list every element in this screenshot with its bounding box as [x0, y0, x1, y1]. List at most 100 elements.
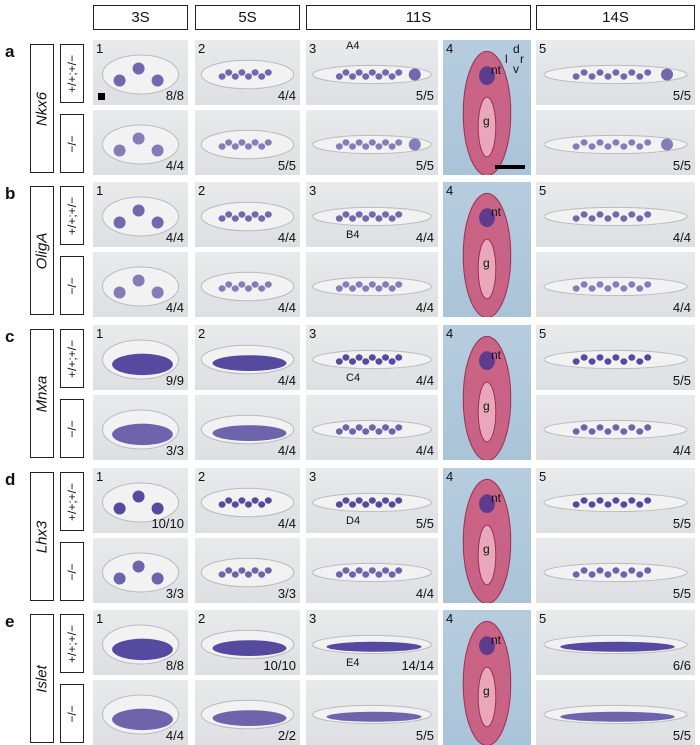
embryo-panel: 4/4 [195, 252, 300, 317]
embryo-panel: 2 4/4 [195, 40, 300, 105]
embryo-panel: 5 5/5 [536, 40, 695, 105]
stain-pattern [572, 424, 652, 435]
neural-tube-stain [479, 208, 495, 228]
panel-number: 1 [96, 183, 104, 198]
cross-section-panel: 4 nt g d l r v [443, 40, 531, 175]
genotype-label-box: −/− [60, 114, 84, 173]
embryo-count: 9/9 [165, 373, 184, 388]
section-callout: E4 [346, 657, 360, 669]
stain-pattern [218, 69, 272, 80]
genotype-label-box: +/+;+/− [60, 329, 84, 388]
stain-pattern [112, 423, 173, 446]
genotype-label-box: −/− [60, 256, 84, 315]
neural-tube-label: nt [491, 491, 502, 505]
stain-pattern [113, 132, 164, 157]
panel-number: 3 [309, 41, 317, 56]
stain-pattern [335, 354, 403, 365]
gut-label: g [483, 399, 490, 413]
stain-pattern [335, 211, 403, 222]
panel-number: 2 [198, 326, 206, 341]
embryo-panel: 1 8/8 [93, 610, 188, 675]
embryo-count: 5/5 [672, 516, 691, 531]
embryo-count: 5/5 [672, 373, 691, 388]
embryo-panel: 2 10/10 [195, 610, 300, 675]
embryo-panel: 5/5 [536, 110, 695, 175]
panel-number: 5 [539, 41, 547, 56]
embryo-panel: 1 4/4 [93, 182, 188, 247]
embryo-panel: 5/5 [195, 110, 300, 175]
gut-label: g [483, 256, 490, 270]
embryo-count: 4/4 [277, 443, 296, 458]
gut-outline [477, 381, 497, 443]
embryo-panel: 1 9/9 [93, 325, 188, 390]
stain-pattern [572, 354, 652, 365]
embryo-panel: 5 4/4 [536, 182, 695, 247]
embryo-count: 4/4 [165, 158, 184, 173]
embryo-count: 4/4 [277, 373, 296, 388]
stain-pattern [335, 424, 403, 435]
stage-header-3s: 3S [93, 5, 188, 30]
stage-header-14s: 14S [536, 5, 695, 30]
panel-number: 1 [96, 41, 104, 56]
embryo-count: 5/5 [672, 158, 691, 173]
stain-pattern [212, 640, 287, 656]
embryo-panel: 5/5 [306, 680, 438, 745]
section-callout: D4 [346, 515, 361, 527]
panel-number: 5 [539, 326, 547, 341]
embryo-panel: 5/5 [306, 110, 438, 175]
panel-number: 1 [96, 469, 104, 484]
embryo-count: 4/4 [415, 300, 434, 315]
embryo-panel: 2 4/4 [195, 468, 300, 533]
stain-pattern [218, 567, 272, 578]
embryo-panel: 3 5/5 D4 [306, 468, 438, 533]
cross-section-panel: 4 nt g [443, 182, 531, 317]
neural-tube-stain [479, 636, 495, 656]
section-callout: C4 [346, 372, 361, 384]
embryo-count: 3/3 [165, 443, 184, 458]
stain-pattern [218, 497, 272, 508]
embryo-count: 6/6 [672, 658, 691, 673]
embryo-count: 4/4 [415, 443, 434, 458]
embryo-count: 4/4 [165, 728, 184, 743]
panel-number: 3 [309, 611, 317, 626]
genotype-label-box: +/+;+/− [60, 472, 84, 531]
panel-number: 2 [198, 41, 206, 56]
stain-pattern [335, 138, 421, 151]
genotype-label: −/− [65, 276, 79, 295]
genotype-label: +/+;+/− [65, 482, 79, 521]
neural-tube-stain [479, 351, 495, 371]
embryo-panel: 2 4/4 [195, 325, 300, 390]
embryo-count: 2/2 [277, 728, 296, 743]
gene-name: OligA [33, 232, 51, 269]
embryo-panel: 2/2 [195, 680, 300, 745]
embryo-panel: 3 5/5 A4 [306, 40, 438, 105]
panel-number: 4 [446, 326, 454, 341]
embryo-count: 5/5 [672, 88, 691, 103]
panel-number: 3 [309, 469, 317, 484]
gut-label: g [483, 542, 490, 556]
panel-number: 2 [198, 611, 206, 626]
row-letter: b [5, 184, 16, 203]
stain-pattern [335, 68, 421, 81]
embryo-count: 4/4 [165, 230, 184, 245]
embryo-count: 10/10 [151, 516, 184, 531]
embryo-count: 5/5 [415, 158, 434, 173]
embryo-count: 4/4 [277, 230, 296, 245]
stain-pattern [572, 567, 652, 578]
panel-number: 5 [539, 611, 547, 626]
stain-pattern [112, 638, 173, 661]
embryo-count: 4/4 [277, 300, 296, 315]
cross-section-panel: 4 nt g [443, 468, 531, 603]
genotype-label-box: +/+;+/− [60, 186, 84, 245]
embryo-count: 3/3 [165, 586, 184, 601]
gene-name: Nkx6 [33, 91, 51, 126]
section-callout: B4 [346, 229, 360, 241]
gut-outline [477, 666, 497, 728]
embryo-count: 8/8 [165, 88, 184, 103]
embryo-panel: 5 5/5 [536, 468, 695, 533]
embryo-count: 5/5 [415, 728, 434, 743]
neural-tube-label: nt [491, 633, 502, 647]
stain-pattern [572, 281, 652, 292]
genotype-label-box: −/− [60, 542, 84, 601]
genotype-label-box: −/− [60, 684, 84, 743]
